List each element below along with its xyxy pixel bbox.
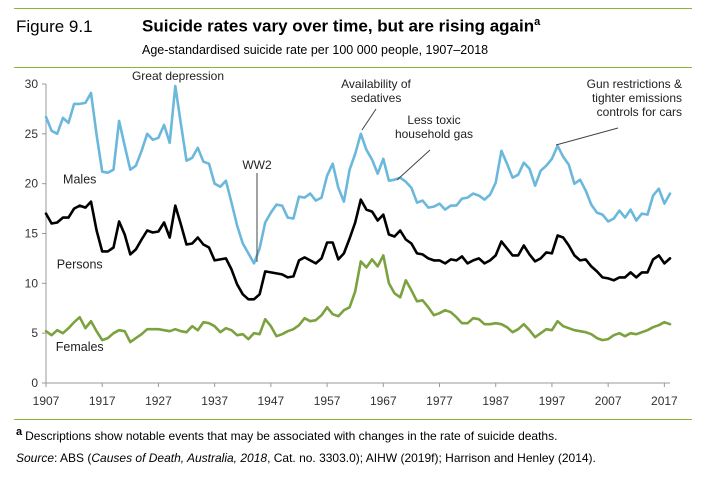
y-tick-label: 0	[31, 376, 38, 390]
annotation-label: household gas	[395, 127, 473, 141]
series-label-males: Males	[63, 173, 96, 187]
source-text-2: , Cat. no. 3303.0); AIHW (2019f); Harris…	[267, 451, 596, 465]
y-tick-label: 10	[25, 276, 39, 290]
annotation-label: tighter emissions	[592, 91, 682, 105]
annotation-leader	[555, 127, 619, 146]
top-rule	[14, 8, 692, 9]
source-text: : ABS (	[54, 451, 92, 465]
annotation-label: Availability of	[341, 77, 411, 91]
x-tick-label: 1967	[370, 394, 397, 408]
annotation-label: sedatives	[351, 91, 402, 105]
x-tick-label: 1997	[539, 394, 566, 408]
chart-subtitle: Age-standardised suicide rate per 100 00…	[142, 43, 489, 57]
y-tick-label: 15	[25, 227, 39, 241]
y-tick-label: 30	[25, 77, 39, 91]
annotation-label: Less toxic	[407, 113, 460, 127]
x-tick-label: 1927	[145, 394, 172, 408]
annotation-label: Great depression	[132, 69, 224, 83]
source-prefix: Source	[16, 451, 55, 465]
annotation-leader	[396, 149, 431, 181]
footer-rule	[14, 419, 692, 420]
footnote-text: Descriptions show notable events that ma…	[25, 429, 558, 443]
footnote: a Descriptions show notable events that m…	[16, 426, 557, 443]
x-tick-label: 2017	[651, 394, 678, 408]
annotation-leader	[361, 108, 377, 131]
chart-title: Suicide rates vary over time, but are ri…	[142, 16, 540, 37]
x-tick-label: 1987	[482, 394, 509, 408]
x-tick-label: 2007	[595, 394, 622, 408]
line-chart: 0 5 10 15 20 25 30 1907 1917 1927 1937 1947 1957 1967…	[25, 69, 682, 408]
annotation-label: Gun restrictions &	[587, 77, 682, 91]
x-tick-label: 1917	[89, 394, 116, 408]
x-tick-label: 1937	[201, 394, 228, 408]
annotation-label: controls for cars	[597, 105, 682, 119]
title-rule	[14, 67, 692, 68]
series-line-males	[44, 84, 672, 265]
x-tick-label: 1977	[426, 394, 453, 408]
title-note-marker: a	[534, 16, 541, 28]
series-label-persons: Persons	[57, 257, 103, 271]
figure-label: Figure 9.1	[16, 17, 93, 36]
x-tick-label: 1957	[314, 394, 341, 408]
source-title: Causes of Death, Australia, 2018	[91, 451, 268, 465]
series-label-females: Females	[56, 340, 104, 354]
x-tick-label: 1947	[258, 394, 285, 408]
source-note: Source: ABS (Causes of Death, Australia,…	[16, 451, 596, 465]
series-line-persons	[44, 198, 672, 301]
y-tick-label: 20	[25, 177, 39, 191]
footnote-marker: a	[16, 426, 23, 438]
chart-title-text: Suicide rates vary over time, but are ri…	[142, 16, 535, 36]
annotation-label: WW2	[242, 158, 272, 172]
y-tick-label: 5	[31, 326, 38, 340]
x-tick-label: 1907	[33, 394, 60, 408]
series-line-females	[44, 254, 672, 344]
y-tick-label: 25	[25, 127, 39, 141]
